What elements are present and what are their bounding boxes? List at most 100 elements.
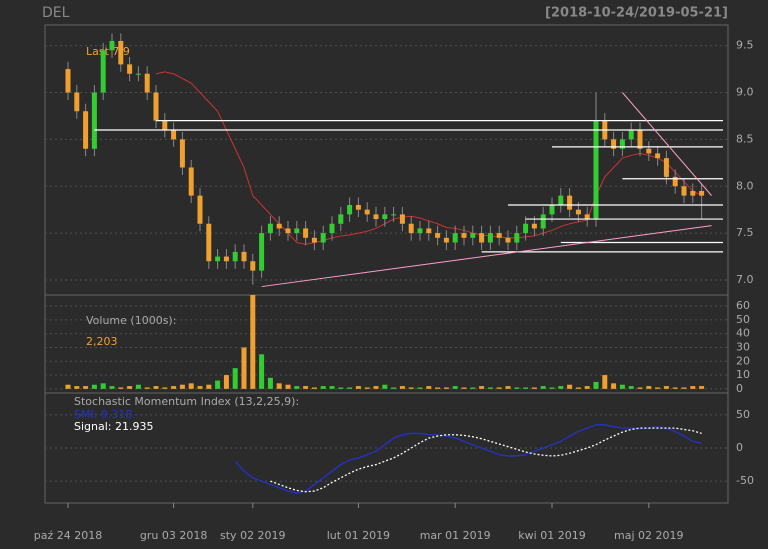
x-tick-label: lut 01 2019 xyxy=(327,529,390,542)
candle-body xyxy=(65,69,71,93)
candle-body xyxy=(505,237,511,243)
candle-body xyxy=(259,233,265,271)
series-line xyxy=(270,427,702,493)
volume-bar xyxy=(223,375,229,389)
volume-bar xyxy=(443,387,449,389)
candle-body xyxy=(435,233,441,238)
panel-title: Stochastic Momentum Index (13,2,25,9): xyxy=(74,395,299,408)
candle-body xyxy=(611,139,617,149)
candle-body xyxy=(461,233,467,238)
candle-body xyxy=(593,120,599,220)
panel-title: Volume (1000s): xyxy=(86,314,176,327)
volume-bar xyxy=(452,386,458,389)
volume-bar xyxy=(171,386,177,389)
volume-bar xyxy=(461,387,467,389)
candle-body xyxy=(443,237,449,243)
candle-body xyxy=(619,139,625,149)
volume-bar xyxy=(663,386,669,389)
candle-body xyxy=(250,261,256,271)
volume-bar xyxy=(232,368,238,389)
candle-body xyxy=(637,130,643,149)
candle-body xyxy=(171,130,177,140)
volume-bar xyxy=(364,387,370,389)
y-tick-label: 8.5 xyxy=(736,132,754,145)
y-tick-label: 7.0 xyxy=(736,273,754,286)
volume-bar xyxy=(127,386,133,389)
volume-bar xyxy=(179,384,185,389)
candle-body xyxy=(197,195,203,224)
volume-bar xyxy=(206,384,212,389)
volume-bar xyxy=(470,387,476,389)
x-tick-label: gru 03 2018 xyxy=(140,529,207,542)
candle-body xyxy=(523,223,529,234)
volume-bar xyxy=(215,380,221,389)
volume-bar xyxy=(250,295,256,389)
candle-body xyxy=(399,214,405,224)
volume-bar xyxy=(426,386,432,389)
volume-bar xyxy=(197,386,203,389)
x-tick-label: kwi 01 2019 xyxy=(518,529,585,542)
volume-bar xyxy=(540,386,546,389)
y-tick-label: 60 xyxy=(736,299,750,312)
last-label: Last 7.9 xyxy=(86,45,130,58)
trend-line xyxy=(622,92,712,196)
candle-body xyxy=(267,223,273,234)
candle-body xyxy=(206,223,212,262)
volume-bar xyxy=(567,384,573,389)
candle-body xyxy=(241,251,247,262)
candle-body xyxy=(188,167,194,196)
candle-body xyxy=(364,209,370,215)
volume-bar xyxy=(399,386,405,389)
candle-body xyxy=(426,228,432,234)
y-tick-label: 0 xyxy=(736,382,743,395)
y-tick-label: 0 xyxy=(736,441,743,454)
candle-body xyxy=(408,223,414,234)
volume-bar xyxy=(338,387,344,389)
candle-body xyxy=(294,228,300,234)
chart-subtitle: [2018-10-24/2019-05-21] xyxy=(545,6,728,21)
candle-body xyxy=(162,120,168,130)
volume-bar xyxy=(276,383,282,389)
volume-bar xyxy=(505,386,511,389)
candle-body xyxy=(584,214,590,220)
volume-bar xyxy=(699,386,705,389)
x-tick-label: sty 02 2019 xyxy=(220,529,286,542)
volume-bar xyxy=(303,386,309,389)
y-tick-label: -50 xyxy=(736,474,754,487)
volume-label: 2,203 xyxy=(86,335,118,348)
candle-body xyxy=(470,233,476,238)
volume-bar xyxy=(65,384,71,389)
volume-bar xyxy=(435,387,441,389)
volume-bar xyxy=(681,387,687,389)
chart-title: DEL xyxy=(42,5,70,21)
candle-body xyxy=(699,190,705,196)
volume-bar xyxy=(135,384,141,389)
volume-bar xyxy=(549,387,555,389)
volume-bar xyxy=(347,387,353,389)
candle-body xyxy=(487,233,493,243)
candle-body xyxy=(672,176,678,187)
volume-bar xyxy=(83,386,89,389)
volume-bar xyxy=(584,386,590,389)
volume-bar xyxy=(267,377,273,389)
candle-body xyxy=(347,205,353,215)
volume-bar xyxy=(575,387,581,389)
candle-body xyxy=(531,223,537,229)
y-tick-label: 8.0 xyxy=(736,179,754,192)
volume-bar xyxy=(531,387,537,389)
volume-bar xyxy=(355,386,361,389)
y-tick-label: 10 xyxy=(736,368,750,381)
candle-body xyxy=(417,228,423,234)
y-tick-label: 20 xyxy=(736,354,750,367)
candle-body xyxy=(575,209,581,215)
volume-bar xyxy=(294,386,300,389)
candle-body xyxy=(127,64,133,74)
volume-bar xyxy=(285,384,291,389)
x-tick-label: mar 01 2019 xyxy=(420,529,491,542)
y-tick-label: 40 xyxy=(736,327,750,340)
volume-bar xyxy=(593,381,599,389)
candle-body xyxy=(320,233,326,243)
